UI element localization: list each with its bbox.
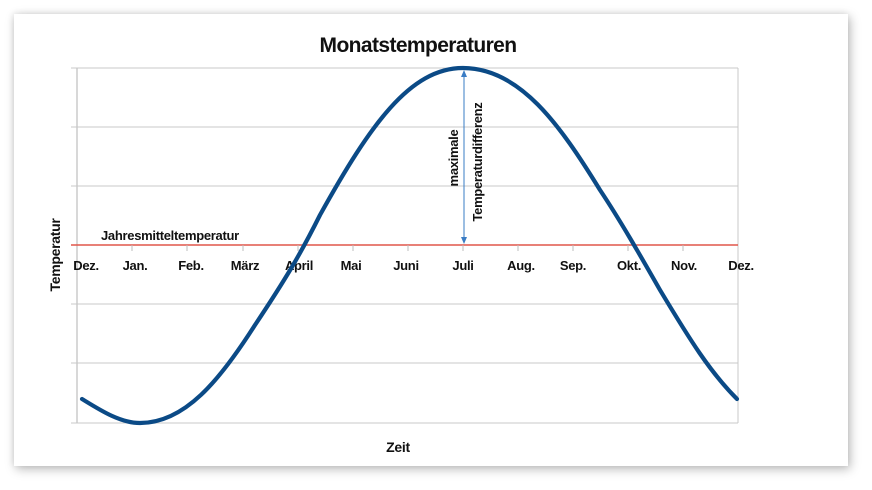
chart-title: Monatstemperaturen xyxy=(320,34,517,57)
mean-temperature-label: Jahresmitteltemperatur xyxy=(101,228,239,243)
max-difference-label-line1: maximale xyxy=(446,130,461,187)
month-label: Nov. xyxy=(671,258,697,273)
month-label: Dez. xyxy=(728,258,754,273)
x-axis-ticks xyxy=(131,245,684,251)
x-axis-labels: Dez. Jan. Feb. März April Mai Juni Juli … xyxy=(73,258,754,273)
max-difference-label-line2: Temperaturdifferenz xyxy=(470,102,485,222)
month-label: Sep. xyxy=(560,258,586,273)
month-label: Feb. xyxy=(178,258,204,273)
gridlines xyxy=(71,67,738,424)
month-label: Jan. xyxy=(123,258,148,273)
max-difference-arrow xyxy=(461,70,467,244)
month-label: Okt. xyxy=(617,258,641,273)
x-axis-title: Zeit xyxy=(386,439,410,455)
month-label: Mai xyxy=(341,258,362,273)
month-label: Dez. xyxy=(73,258,99,273)
chart-frame xyxy=(14,14,848,466)
y-axis-title: Temperatur xyxy=(47,218,63,292)
month-label: Juli xyxy=(452,258,473,273)
month-label: Aug. xyxy=(507,258,535,273)
month-label: Juni xyxy=(393,258,419,273)
temperature-curve xyxy=(79,65,740,426)
month-label: März xyxy=(231,258,260,273)
